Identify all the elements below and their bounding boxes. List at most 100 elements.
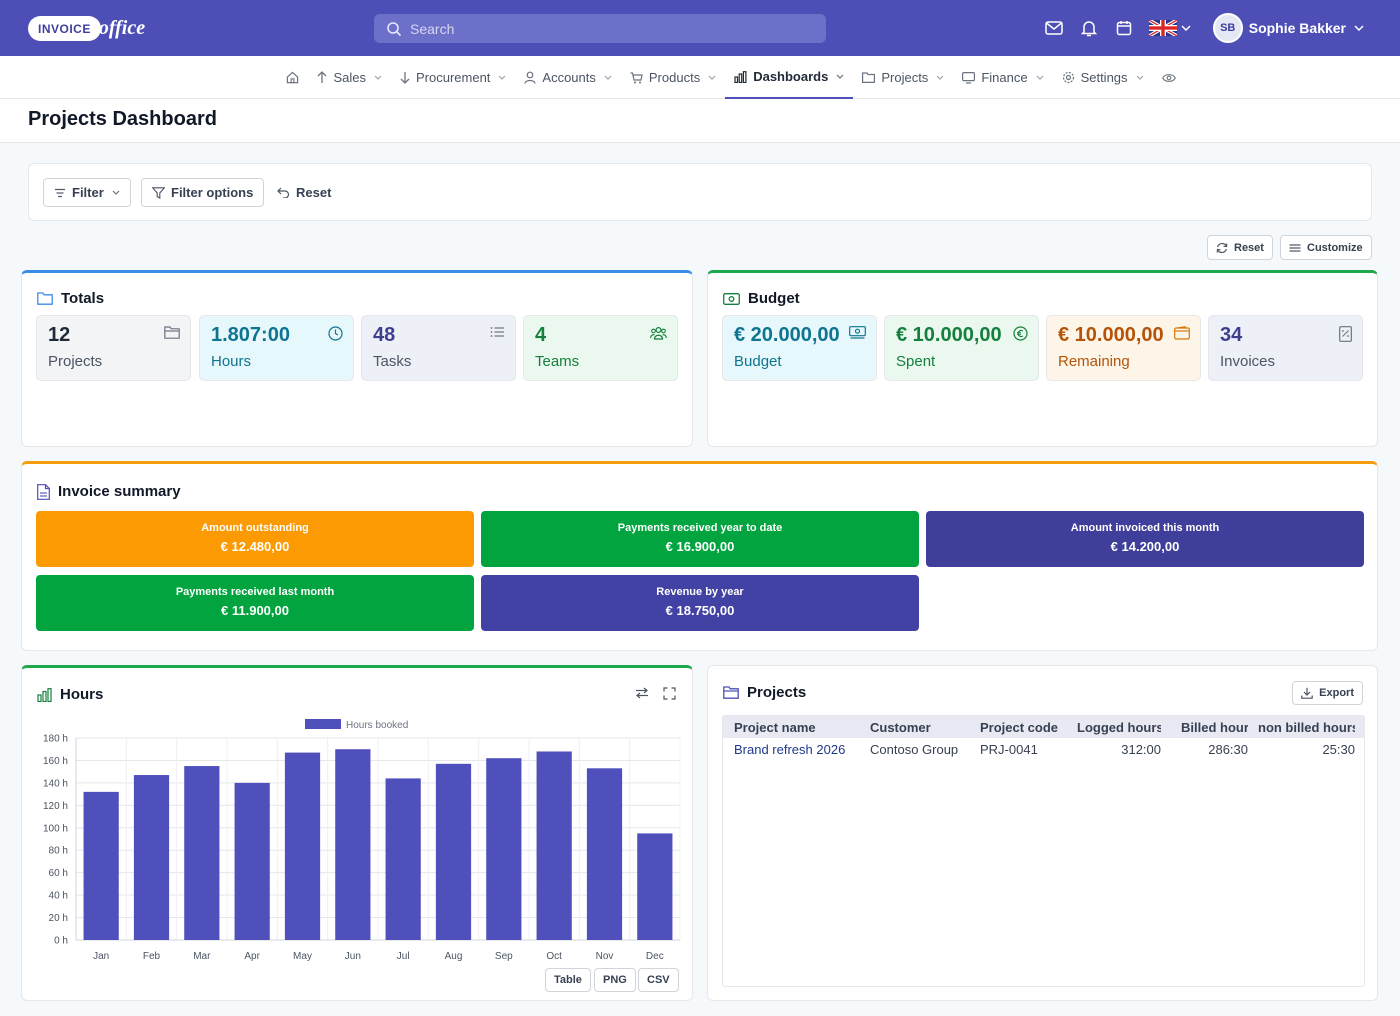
avatar[interactable]: SB [1212,13,1243,43]
stat-hours[interactable]: 1.807:00 Hours [199,315,354,381]
clock-icon [328,326,343,341]
search-input[interactable] [410,20,790,37]
main-nav: Sales Procurement Accounts Products Dash… [0,56,1400,99]
folder-icon [164,326,180,339]
filter-button[interactable]: Filter [43,178,131,207]
tile-revenue-by-year[interactable]: Revenue by year € 18.750,00 [481,575,919,631]
download-icon [1301,687,1313,699]
invoice-summary-title: Invoice summary [37,483,181,500]
nav-procurement-label: Procurement [415,70,491,85]
projects-title-label: Projects [747,684,807,701]
stat-projects[interactable]: 12 Projects [36,315,191,381]
tile-value: € 18.750,00 [665,603,735,618]
cell-billed-hours: 286:30 [1208,742,1248,757]
stat-teams[interactable]: 4 Teams [523,315,678,381]
stat-tasks[interactable]: 48 Tasks [361,315,516,381]
logo-text: INVOICE [28,15,101,41]
col-project-name[interactable]: Project name [734,720,816,735]
export-button[interactable]: Export [1292,681,1363,705]
nav-procurement[interactable]: Procurement [391,56,515,99]
legend-swatch [305,719,341,729]
x-tick-label: Oct [546,951,562,962]
stat-budget[interactable]: € 20.000,00 Budget [722,315,877,381]
nav-dashboards[interactable]: Dashboards [725,56,854,99]
tile-payments-last-month[interactable]: Payments received last month € 11.900,00 [36,575,474,631]
filter-options-button[interactable]: Filter options [141,178,265,207]
cell-logged-hours: 312:00 [1121,742,1161,757]
x-tick-label: Feb [143,951,161,962]
chevron-down-icon [1136,75,1144,80]
tile-payments-ytd[interactable]: Payments received year to date € 16.900,… [481,511,919,567]
nav-home[interactable] [277,56,308,99]
calendar-icon[interactable] [1114,18,1134,38]
uk-flag-icon[interactable] [1148,20,1177,36]
x-tick-label: Jun [345,951,361,962]
table-button[interactable]: Table [545,968,591,992]
reset-dashboard-button[interactable]: Reset [1207,235,1273,260]
projects-title: Projects [723,684,806,701]
tile-value: € 14.200,00 [1110,539,1180,554]
nav-sales-label: Sales [333,70,366,85]
col-project-code[interactable]: Project code [980,720,1059,735]
bell-icon[interactable] [1079,18,1099,38]
stat-value: 1.807:00 [211,324,290,346]
stat-label: Projects [48,353,103,370]
top-bar: INVOICE office SB Sophie [0,0,1400,56]
gear-icon [1062,71,1075,84]
stat-invoices[interactable]: 34 Invoices [1208,315,1363,381]
csv-button[interactable]: CSV [638,968,679,992]
y-tick-label: 180 h [43,734,68,745]
stat-value: 12 [48,324,71,346]
mail-icon[interactable] [1044,18,1064,38]
stat-remaining[interactable]: € 10.000,00 Remaining [1046,315,1201,381]
filter-reset-link[interactable]: Reset [277,178,331,207]
budget-card: Budget € 20.000,00 Budget € 10.000,00 Sp… [707,270,1378,447]
nav-finance-label: Finance [981,70,1028,85]
bar-aug [435,763,472,940]
refresh-icon [1216,242,1228,254]
bar-sep [486,758,522,940]
png-button[interactable]: PNG [594,968,636,992]
swap-icon[interactable] [635,687,649,700]
tile-amount-outstanding[interactable]: Amount outstanding € 12.480,00 [36,511,474,567]
col-non-billed-hours[interactable]: non billed hours [1258,720,1355,735]
nav-sales[interactable]: Sales [308,56,391,99]
folder-icon [37,292,53,305]
chevron-down-icon[interactable] [1354,25,1364,31]
bar-may [284,752,321,940]
tile-value: € 12.480,00 [220,539,290,554]
app-logo[interactable]: INVOICE office [28,12,145,44]
expand-icon[interactable] [663,687,676,700]
tile-invoiced-this-month[interactable]: Amount invoiced this month € 14.200,00 [926,511,1364,567]
filter-reset-label: Reset [296,185,332,200]
cell-non-billed-hours: 25:30 [1322,742,1355,757]
nav-view[interactable] [1153,56,1185,99]
chevron-down-icon[interactable] [1181,25,1191,31]
page-header: Projects Dashboard [0,99,1400,143]
nav-products[interactable]: Products [621,56,725,99]
cell-project-name[interactable]: Brand refresh 2026 [734,742,846,757]
y-tick-label: 100 h [43,823,68,834]
nav-accounts[interactable]: Accounts [515,56,620,99]
hours-card: Hours Hours booked 0 h 20 h 40 h 60 h 80 h 100… [21,665,693,1001]
search-bar[interactable] [374,14,826,43]
tile-label: Payments received last month [175,586,335,598]
y-tick-label: 20 h [49,913,68,924]
nav-settings[interactable]: Settings [1053,56,1153,99]
search-icon [387,21,402,36]
invoice-summary-card: Invoice summary Amount outstanding € 12.… [21,461,1378,651]
col-logged-hours[interactable]: Logged hours [1077,720,1161,735]
stat-value: € 20.000,00 [734,324,840,346]
chevron-down-icon [1036,75,1044,80]
bar-oct [536,751,572,940]
reset-dashboard-label: Reset [1234,241,1264,254]
user-name[interactable]: Sophie Bakker [1248,20,1346,36]
nav-projects[interactable]: Projects [853,56,953,99]
col-billed-hours[interactable]: Billed hours [1181,720,1248,735]
stat-spent[interactable]: € 10.000,00 Spent [884,315,1039,381]
nav-finance[interactable]: Finance [953,56,1052,99]
col-customer[interactable]: Customer [870,720,931,735]
stat-label: Spent [896,353,936,370]
customize-button[interactable]: Customize [1280,235,1372,260]
x-tick-label: Jan [93,951,109,962]
